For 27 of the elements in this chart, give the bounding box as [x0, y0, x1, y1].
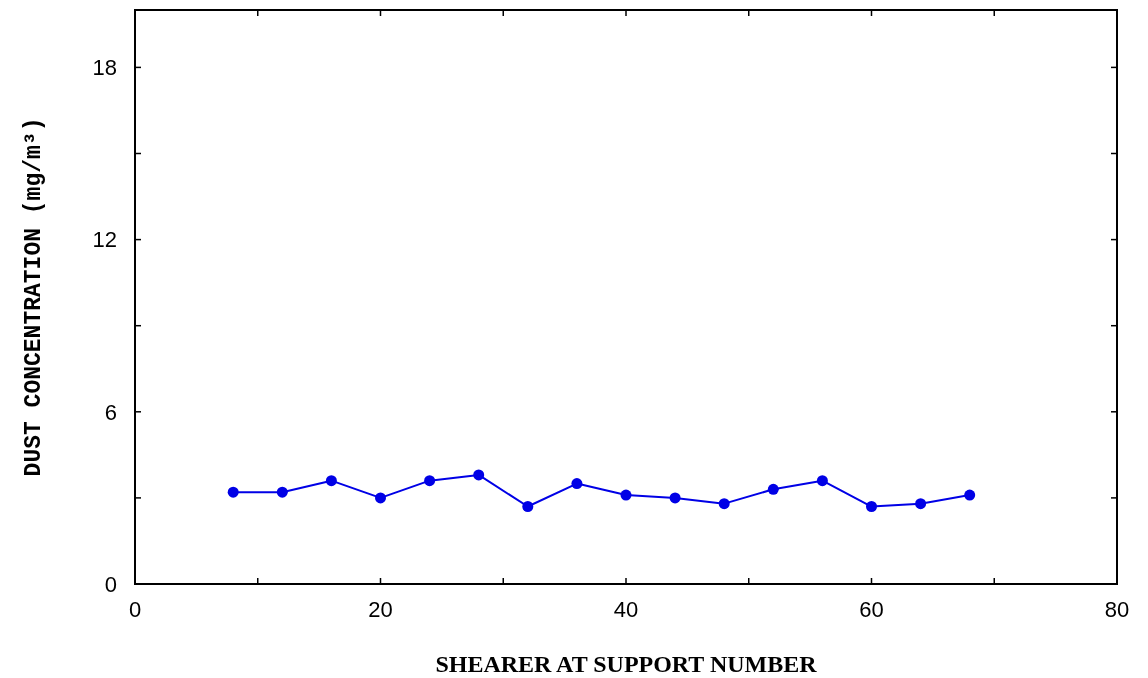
point: [522, 501, 534, 513]
point: [227, 486, 239, 498]
point: [375, 492, 386, 504]
y-tick-label: 12: [92, 227, 117, 253]
point: [767, 483, 779, 495]
point: [718, 498, 730, 510]
y-tick-label: 6: [104, 399, 117, 425]
point: [866, 501, 877, 513]
point: [620, 489, 632, 501]
point: [424, 475, 436, 487]
x-axis-title: SHEARER AT SUPPORT NUMBER: [435, 651, 818, 677]
point: [915, 498, 927, 510]
y-tick-label: 18: [92, 55, 117, 81]
point: [964, 489, 976, 501]
point: [669, 492, 681, 504]
y-tick-label: 0: [104, 571, 117, 597]
point: [571, 478, 583, 490]
point: [276, 486, 288, 498]
point: [325, 475, 337, 487]
y-axis-title: DUST CONCENTRATION (mg/m³): [21, 117, 47, 477]
x-tick-label: 60: [859, 597, 884, 622]
x-tick-label: 0: [128, 597, 142, 622]
point: [816, 475, 828, 487]
x-tick-label: 80: [1104, 597, 1130, 622]
point: [473, 469, 485, 481]
x-tick-label: 40: [613, 597, 639, 622]
x-tick-label: 20: [368, 597, 393, 622]
